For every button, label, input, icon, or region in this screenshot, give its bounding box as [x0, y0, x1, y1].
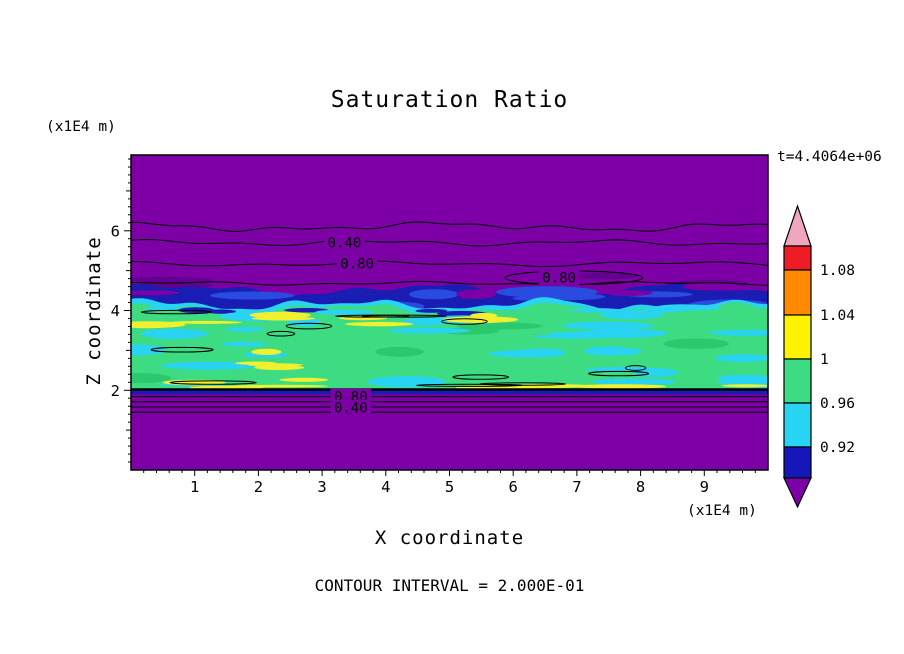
colorbar-segment — [783, 269, 812, 316]
x-tick-label: 1 — [190, 478, 199, 496]
time-annotation: t=4.4064e+06 — [777, 149, 882, 165]
colorbar-tick-label: 1 — [820, 352, 829, 368]
colorbar-tick-label: 0.92 — [820, 440, 855, 456]
colorbar-tick-label: 1.08 — [820, 263, 855, 279]
contour-line-label: 0.40 — [334, 401, 368, 417]
z-tick-label: 2 — [111, 382, 120, 400]
contour-line-label: 0.80 — [340, 257, 374, 273]
contour-line-label: 0.80 — [542, 271, 576, 287]
colorbar-arrow-up — [783, 204, 812, 247]
colorbar: 1.08 1.04 1 0.96 0.92 — [783, 204, 855, 509]
x-tick-label: 5 — [445, 478, 454, 496]
colorbar-segment — [783, 446, 812, 479]
colorbar-segment — [783, 245, 812, 271]
x-tick-label: 3 — [317, 478, 326, 496]
x-tick-label: 4 — [381, 478, 390, 496]
x-axis-unit-label: (x1E4 m) — [687, 503, 757, 519]
colorbar-segment — [783, 358, 812, 404]
colorbar-arrow-down — [783, 477, 812, 509]
colorbar-segment — [783, 402, 812, 448]
x-tick-label: 2 — [254, 478, 263, 496]
plot-field — [131, 155, 768, 470]
y-axis-title: Z coordinate — [83, 236, 105, 386]
contour-labels: 0.400.800.800.800.40 — [324, 234, 580, 417]
axes-ticks — [124, 158, 756, 476]
chart-title: Saturation Ratio — [330, 87, 569, 113]
colorbar-tick-label: 0.96 — [820, 396, 855, 412]
y-axis-unit-label: (x1E4 m) — [46, 119, 116, 135]
contour-line-label: 0.40 — [328, 236, 362, 252]
tick-labels: 1 2 3 4 5 6 7 8 9 2 4 6 — [111, 222, 709, 496]
z-tick-label: 4 — [111, 302, 120, 320]
x-axis-title: X coordinate — [374, 527, 525, 549]
x-tick-label: 7 — [572, 478, 581, 496]
x-tick-label: 8 — [636, 478, 645, 496]
z-tick-label: 6 — [111, 222, 120, 240]
colorbar-segment — [783, 314, 812, 360]
contour-interval-note: CONTOUR INTERVAL = 2.000E-01 — [314, 576, 585, 595]
x-tick-label: 6 — [509, 478, 518, 496]
colorbar-tick-label: 1.04 — [820, 308, 855, 324]
contour-lines — [131, 221, 768, 413]
x-tick-label: 9 — [700, 478, 709, 496]
